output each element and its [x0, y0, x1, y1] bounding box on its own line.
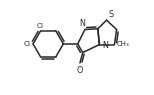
- Text: S: S: [109, 10, 114, 19]
- Text: CH₃: CH₃: [117, 41, 130, 47]
- Text: N: N: [79, 19, 85, 28]
- Text: Cl: Cl: [36, 23, 43, 29]
- Text: N: N: [102, 41, 108, 50]
- Text: O: O: [76, 66, 82, 75]
- Text: Cl: Cl: [23, 41, 30, 47]
